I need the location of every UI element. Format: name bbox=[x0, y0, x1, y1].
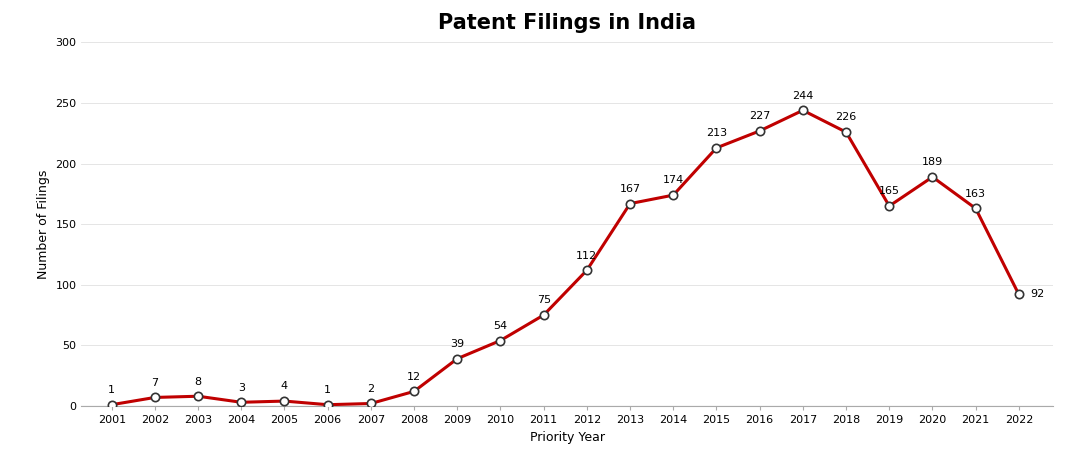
Title: Patent Filings in India: Patent Filings in India bbox=[439, 13, 696, 33]
Text: 227: 227 bbox=[749, 111, 770, 121]
Text: 165: 165 bbox=[879, 186, 900, 196]
Text: 1: 1 bbox=[109, 385, 115, 395]
Text: 92: 92 bbox=[1030, 289, 1045, 299]
Text: 163: 163 bbox=[965, 189, 986, 199]
Text: 3: 3 bbox=[238, 383, 244, 393]
Text: 226: 226 bbox=[835, 112, 857, 122]
Text: 39: 39 bbox=[451, 339, 465, 349]
Text: 244: 244 bbox=[792, 91, 813, 101]
Text: 213: 213 bbox=[706, 128, 727, 138]
Text: 174: 174 bbox=[662, 176, 684, 185]
Text: 1: 1 bbox=[325, 385, 331, 395]
Text: 75: 75 bbox=[536, 295, 551, 305]
Y-axis label: Number of Filings: Number of Filings bbox=[37, 169, 50, 279]
Text: 4: 4 bbox=[281, 381, 288, 391]
Text: 189: 189 bbox=[922, 157, 943, 167]
Text: 2: 2 bbox=[367, 384, 375, 394]
Text: 167: 167 bbox=[619, 184, 641, 194]
Text: 7: 7 bbox=[151, 378, 159, 388]
Text: 8: 8 bbox=[194, 377, 202, 387]
Text: 54: 54 bbox=[493, 321, 507, 331]
Text: 112: 112 bbox=[577, 251, 597, 261]
X-axis label: Priority Year: Priority Year bbox=[530, 430, 605, 444]
Text: 12: 12 bbox=[407, 371, 421, 382]
